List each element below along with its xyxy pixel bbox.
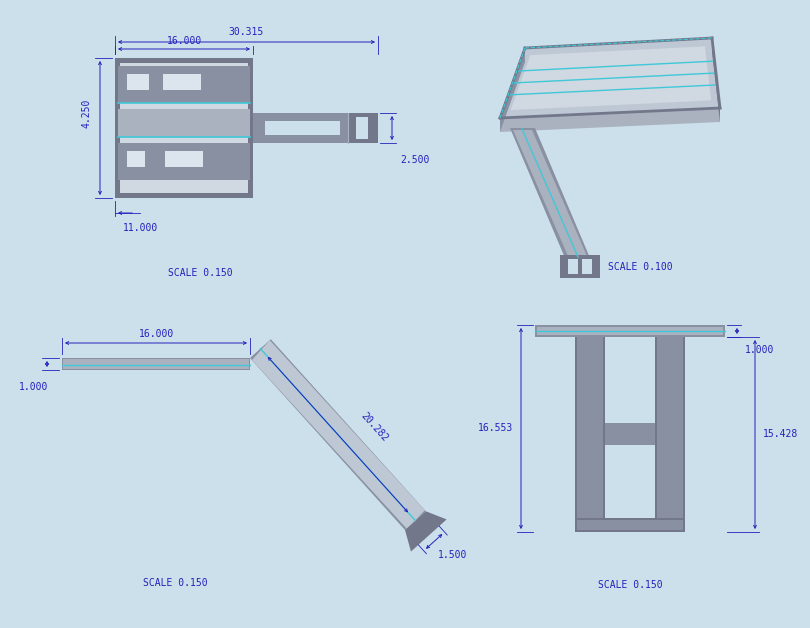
Bar: [535, 325, 725, 337]
Bar: [118, 109, 250, 137]
Bar: [577, 337, 603, 532]
Bar: [568, 259, 578, 274]
Polygon shape: [500, 108, 720, 132]
Polygon shape: [405, 511, 446, 551]
Bar: [537, 327, 723, 335]
Bar: [63, 359, 249, 369]
Bar: [577, 520, 683, 530]
Bar: [118, 143, 250, 180]
Text: 30.315: 30.315: [228, 27, 263, 37]
Bar: [120, 63, 248, 193]
Bar: [582, 259, 592, 274]
Bar: [127, 151, 145, 167]
Polygon shape: [500, 48, 525, 132]
Bar: [348, 113, 378, 143]
Bar: [265, 121, 340, 135]
Bar: [356, 117, 368, 139]
Polygon shape: [252, 340, 424, 529]
Bar: [165, 151, 203, 167]
Bar: [575, 337, 605, 532]
Text: SCALE 0.150: SCALE 0.150: [168, 268, 232, 278]
Polygon shape: [250, 339, 426, 530]
Bar: [62, 358, 250, 370]
Text: 1.500: 1.500: [438, 550, 467, 560]
Bar: [118, 66, 250, 103]
Bar: [605, 423, 655, 445]
Text: SCALE 0.100: SCALE 0.100: [608, 262, 672, 272]
Bar: [657, 337, 683, 532]
Text: 1.000: 1.000: [745, 345, 774, 355]
Bar: [163, 74, 201, 90]
Text: 16.000: 16.000: [139, 329, 173, 339]
Text: 16.553: 16.553: [478, 423, 513, 433]
Text: 20.282: 20.282: [359, 411, 390, 443]
Bar: [253, 113, 348, 143]
Polygon shape: [712, 38, 720, 122]
Bar: [253, 113, 373, 121]
Text: 1.000: 1.000: [19, 382, 49, 392]
Bar: [655, 337, 685, 532]
Polygon shape: [513, 130, 587, 256]
Text: 16.000: 16.000: [166, 36, 202, 46]
Text: 11.000: 11.000: [123, 223, 158, 233]
Text: 4.250: 4.250: [82, 99, 92, 128]
Polygon shape: [500, 38, 720, 118]
Text: 15.428: 15.428: [763, 429, 798, 439]
Text: 2.500: 2.500: [400, 155, 429, 165]
Bar: [575, 518, 685, 532]
Text: SCALE 0.150: SCALE 0.150: [598, 580, 663, 590]
Bar: [253, 135, 373, 143]
Polygon shape: [560, 255, 600, 278]
Polygon shape: [510, 128, 590, 258]
Polygon shape: [510, 46, 711, 110]
Text: SCALE 0.150: SCALE 0.150: [143, 578, 207, 588]
Bar: [127, 74, 149, 90]
Bar: [115, 58, 253, 198]
